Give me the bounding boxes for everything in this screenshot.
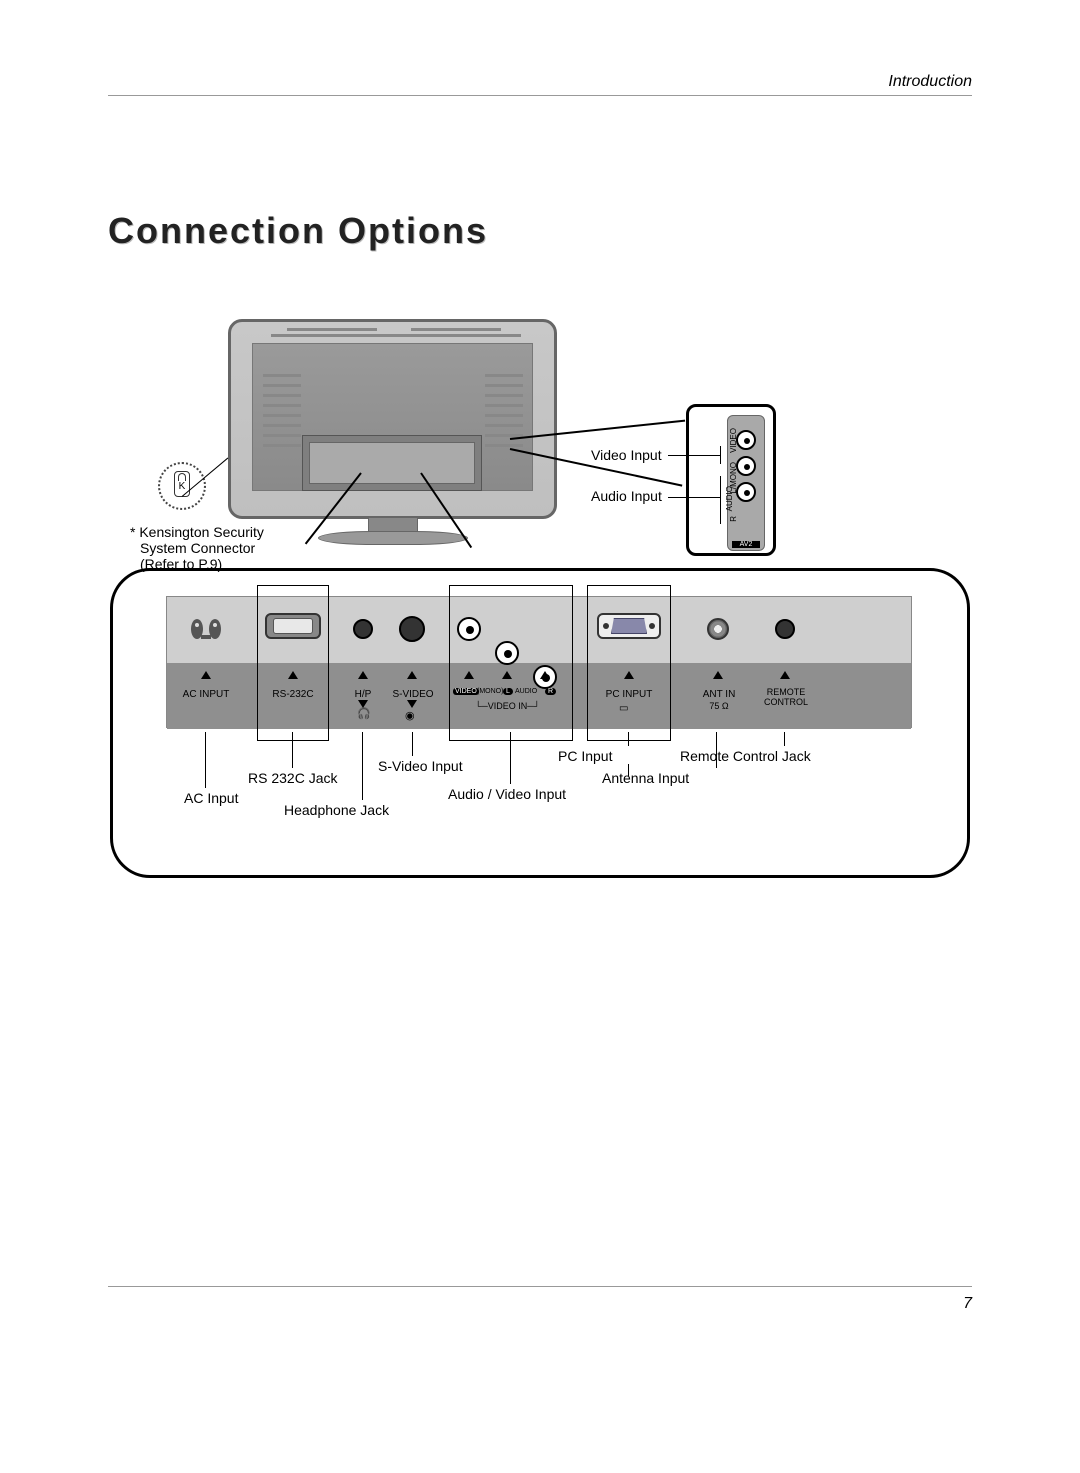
side-strip-r: R xyxy=(729,516,738,522)
ant-striplabel: ANT IN xyxy=(697,689,741,700)
remote-striplabel2: CONTROL xyxy=(761,697,811,707)
side-audio-leader xyxy=(668,497,720,498)
hp-striplabel: H/P xyxy=(349,689,377,700)
side-audio-l-jack xyxy=(736,456,756,476)
videoin-l-tag: L xyxy=(503,688,513,695)
callout-ant: Antenna Input xyxy=(602,770,689,786)
remote-control-port xyxy=(775,619,795,639)
page: Introduction Connection Options xyxy=(0,0,1080,1473)
side-video-label: Video Input xyxy=(591,447,662,463)
callout-svideo: S-Video Input xyxy=(378,758,463,774)
ac-input-port xyxy=(187,615,225,643)
headphone-icon: 🎧 xyxy=(357,707,371,720)
rs232-striplabel: RS-232C xyxy=(267,689,319,700)
side-strip-video: VIDEO xyxy=(729,428,738,453)
ac-input-striplabel: AC INPUT xyxy=(181,689,231,700)
rs232-group-box xyxy=(257,585,329,741)
kensington-letter: K xyxy=(179,481,186,492)
videoin-audio-tag: AUDIO xyxy=(515,688,537,695)
video-in-video-jack xyxy=(457,617,481,641)
callout-hp: Headphone Jack xyxy=(284,802,389,818)
kensington-label: * Kensington Security System Connector (… xyxy=(130,524,280,572)
svideo-arrow-down xyxy=(407,700,417,708)
lead-ac xyxy=(205,732,206,788)
callout-rs232: RS 232C Jack xyxy=(248,770,337,786)
rear-panel: AC INPUT RS-232C H/P 🎧 S-VIDEO ◉ VIDEO (… xyxy=(166,596,912,728)
svideo-striplabel: S-VIDEO xyxy=(391,689,435,700)
header-section: Introduction xyxy=(888,73,972,91)
kensington-line1: * Kensington Security xyxy=(130,524,280,540)
kensington-lock-icon: K xyxy=(174,471,190,497)
rs232-port xyxy=(265,613,321,639)
rule-bottom xyxy=(108,1286,972,1287)
lead-remote xyxy=(784,732,785,746)
side-strip-av2: AV2 xyxy=(732,541,760,548)
videoin-video-tag: VIDEO xyxy=(453,688,479,695)
svideo-port xyxy=(399,616,425,642)
lead-pc xyxy=(628,732,629,746)
side-strip-audio: AUDIO xyxy=(725,486,734,511)
side-audio-label: Audio Input xyxy=(591,488,662,504)
pc-input-port xyxy=(597,613,661,639)
video-in-audio-l-jack xyxy=(495,641,519,665)
callout-remote: Remote Control Jack xyxy=(680,748,811,764)
lead-rs232 xyxy=(292,732,293,768)
side-video-tick xyxy=(720,446,721,464)
svideo-sub-icon: ◉ xyxy=(405,709,415,722)
side-ports-callout: VIDEO L/MONO AUDIO R AV2 xyxy=(686,404,776,556)
pc-input-group-box xyxy=(587,585,671,741)
pc-input-striplabel: PC INPUT xyxy=(603,689,655,700)
side-audio-r-jack xyxy=(736,482,756,502)
remote-striplabel1: REMOTE xyxy=(761,687,811,697)
rule-top xyxy=(108,95,972,96)
ant-sub: 75 Ω xyxy=(697,701,741,711)
callout-av: Audio / Video Input xyxy=(448,786,566,802)
hp-arrow-down xyxy=(358,700,368,708)
side-video-leader xyxy=(668,455,720,456)
side-audio-tick xyxy=(720,476,721,524)
videoin-mono: (MONO) xyxy=(477,688,503,695)
lead-av xyxy=(510,732,511,784)
pc-vga-icon: ▭ xyxy=(619,703,628,714)
side-ports-strip: VIDEO L/MONO AUDIO R AV2 xyxy=(727,415,765,551)
headphone-port xyxy=(353,619,373,639)
page-number: 7 xyxy=(963,1295,972,1313)
callout-ac: AC Input xyxy=(184,790,238,806)
videoin-r-tag: R xyxy=(545,688,556,695)
page-title: Connection Options xyxy=(108,210,488,252)
callout-pc: PC Input xyxy=(558,748,612,764)
tv-illustration xyxy=(228,319,557,555)
tv-stand-base xyxy=(318,531,468,545)
videoin-strip: └─VIDEO IN─┘ xyxy=(475,701,540,711)
side-video-jack xyxy=(736,430,756,450)
kensington-line2: System Connector xyxy=(140,540,280,556)
tv-back-panel xyxy=(302,435,482,491)
lead-svideo xyxy=(412,732,413,756)
antenna-port xyxy=(707,618,729,640)
lead-hp xyxy=(362,732,363,800)
